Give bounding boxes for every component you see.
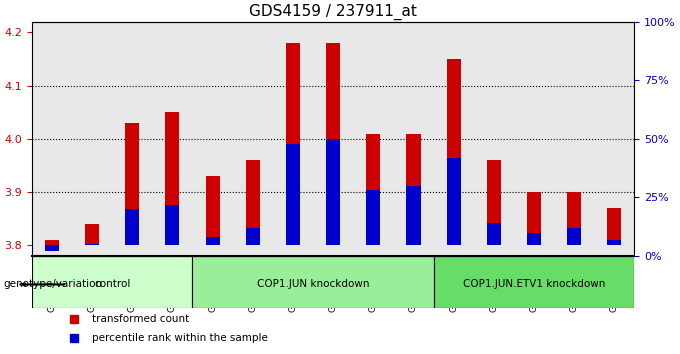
Bar [487, 223, 501, 245]
Bar [367, 133, 380, 245]
Bar [125, 209, 139, 245]
Bar [165, 112, 180, 245]
Bar [205, 237, 220, 245]
Bar [326, 139, 340, 245]
Text: percentile rank within the sample: percentile rank within the sample [92, 333, 268, 343]
Bar [245, 228, 260, 245]
Title: GDS4159 / 237911_at: GDS4159 / 237911_at [249, 4, 417, 21]
Bar [85, 244, 99, 245]
Bar [125, 123, 139, 245]
Bar [447, 158, 461, 245]
Text: COP1.JUN knockdown: COP1.JUN knockdown [257, 279, 369, 290]
Bar [165, 205, 180, 245]
Bar [286, 43, 300, 245]
Bar [407, 133, 420, 245]
Bar [45, 245, 59, 251]
Bar [607, 240, 622, 245]
Bar [567, 228, 581, 245]
Bar [326, 43, 340, 245]
Bar [205, 176, 220, 245]
Text: control: control [94, 279, 131, 290]
Bar [487, 160, 501, 245]
Bar [407, 186, 420, 245]
Bar [527, 233, 541, 245]
Bar [286, 144, 300, 245]
FancyBboxPatch shape [434, 256, 634, 308]
Bar [45, 240, 59, 245]
Text: genotype/variation: genotype/variation [3, 279, 103, 290]
Bar [567, 192, 581, 245]
Bar [527, 192, 541, 245]
Bar [85, 224, 99, 245]
FancyBboxPatch shape [32, 256, 192, 308]
Bar [245, 160, 260, 245]
FancyBboxPatch shape [192, 256, 434, 308]
Bar [607, 208, 622, 245]
Bar [367, 190, 380, 245]
Text: COP1.JUN.ETV1 knockdown: COP1.JUN.ETV1 knockdown [463, 279, 605, 290]
Text: transformed count: transformed count [92, 314, 189, 325]
Bar [447, 59, 461, 245]
